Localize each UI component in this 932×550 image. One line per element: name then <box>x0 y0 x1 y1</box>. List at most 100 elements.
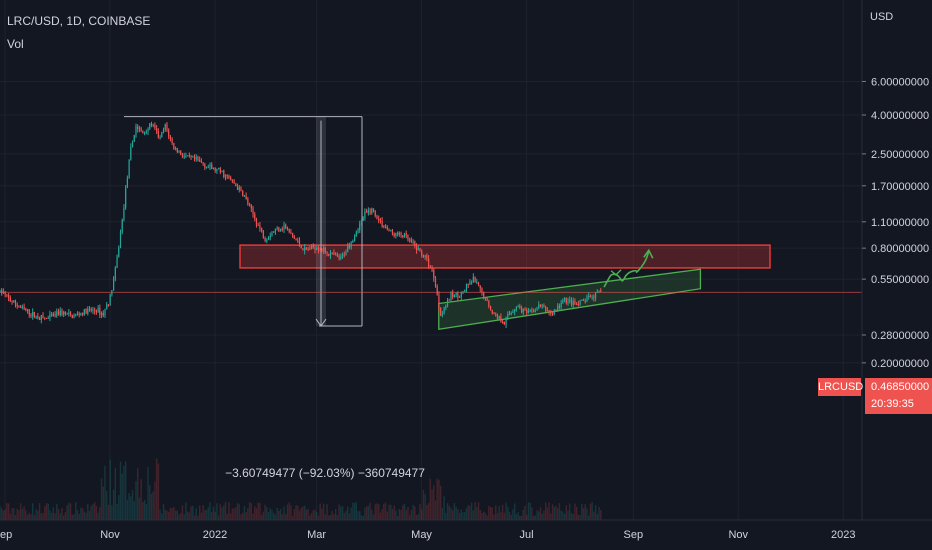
volume-bar <box>264 504 266 520</box>
volume-bar <box>217 515 220 520</box>
volume-bar <box>212 506 215 520</box>
candle-body <box>44 317 46 319</box>
volume-bar <box>543 510 545 520</box>
projection-path <box>603 250 650 288</box>
candle-body <box>450 292 452 301</box>
volume-bar <box>553 506 555 520</box>
candle-body <box>30 314 32 316</box>
volume-bar <box>531 507 533 520</box>
volume-bar <box>369 502 371 520</box>
candle-body <box>8 295 10 298</box>
volume-bar <box>128 493 130 520</box>
ticker-badge[interactable]: LRCUSD <box>818 378 864 396</box>
volume-bar <box>572 514 574 520</box>
volume-bar <box>274 514 277 520</box>
price-tick-label: 0.55000000 <box>871 274 929 286</box>
candle-body <box>169 136 172 139</box>
candle-body <box>162 129 165 132</box>
candle-body <box>107 304 110 306</box>
candle-body <box>269 235 271 238</box>
candle-body <box>412 241 414 243</box>
volume-bar <box>321 508 323 520</box>
price-axis[interactable]: 6.00000000 4.00000000 2.50000000 1.70000000… <box>861 0 932 550</box>
volume-bar <box>147 466 149 520</box>
volume-bar <box>386 511 388 520</box>
volume-bar <box>13 508 15 520</box>
candle-body <box>140 128 142 131</box>
candle-body <box>557 305 559 311</box>
volume-bar <box>69 503 72 520</box>
candle-body <box>548 310 550 313</box>
volume-bar <box>18 510 20 520</box>
time-tick-label: Nov <box>100 529 120 541</box>
candle-body <box>202 162 204 165</box>
candle-body <box>471 281 473 283</box>
candle-body <box>57 311 60 316</box>
candle-body <box>589 295 592 298</box>
volume-bar <box>14 515 17 520</box>
volume-bar <box>565 505 568 520</box>
candle-body <box>281 228 283 230</box>
volume-bar <box>424 494 426 520</box>
volume-bar <box>276 507 278 520</box>
candle-body <box>288 228 290 232</box>
volume-bar <box>2 510 5 520</box>
resistance-zone[interactable] <box>239 244 771 269</box>
candle-body <box>238 187 240 190</box>
candle-body <box>21 306 23 308</box>
candle-body <box>219 168 221 172</box>
candle-body <box>119 232 122 248</box>
volume-bar <box>526 515 528 520</box>
candle-body <box>384 226 387 228</box>
candle-body <box>338 256 340 259</box>
volume-bar <box>197 515 199 520</box>
candle-body <box>405 233 407 236</box>
candle-body <box>106 304 108 310</box>
volume-bar <box>493 514 495 520</box>
volume-bar <box>161 513 163 520</box>
candle-body <box>381 220 383 227</box>
candle-body <box>236 186 239 190</box>
candle-body <box>255 218 258 225</box>
volume-bar <box>28 512 30 520</box>
volume-bar <box>47 503 49 520</box>
volume-bar <box>248 502 251 520</box>
volume-bar <box>83 511 86 520</box>
volume-bar <box>598 506 600 520</box>
projection-arrow[interactable] <box>603 248 654 288</box>
volume-bar <box>374 504 376 520</box>
volume-bar <box>436 478 438 520</box>
candle-body <box>594 292 597 299</box>
volume-bar <box>448 505 450 520</box>
volume-bar <box>97 512 99 520</box>
volume-bar <box>236 503 239 520</box>
volume-bar <box>66 505 68 520</box>
volume-bar <box>257 502 259 520</box>
volume-bar <box>328 515 330 520</box>
last-price-badge[interactable]: 0.46850000 20:39:35 <box>865 378 932 414</box>
candle-body <box>414 241 416 247</box>
volume-bar <box>223 505 225 520</box>
volume-bar <box>252 513 254 520</box>
candle-body <box>453 294 456 298</box>
resistance-zone-box[interactable] <box>239 244 771 269</box>
candle-body <box>266 239 268 241</box>
volume-bar <box>269 508 271 520</box>
time-axis[interactable]: ep Nov 2022 Mar May Jul Sep Nov 2023 <box>0 519 932 550</box>
volume-bar <box>489 506 492 520</box>
candle-body <box>94 309 96 311</box>
candle-body <box>302 248 304 251</box>
candle-body <box>35 316 37 318</box>
candle-body <box>111 290 113 295</box>
volume-bar <box>150 493 153 520</box>
volume-label: Vol <box>7 37 24 51</box>
candle-body <box>550 312 552 314</box>
volume-bar <box>192 505 194 520</box>
candle-body <box>336 254 338 257</box>
candle-body <box>87 309 89 314</box>
ticker-label: LRCUSD <box>818 381 864 393</box>
candle-body <box>278 227 280 232</box>
candle-body <box>443 308 445 315</box>
candle-body <box>2 291 5 294</box>
